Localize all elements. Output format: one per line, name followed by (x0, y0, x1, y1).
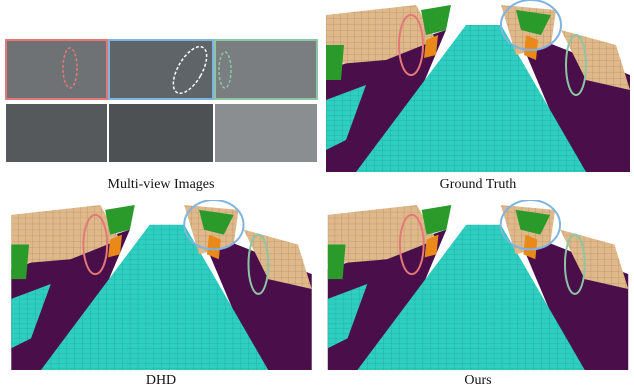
camera-back-left (6, 104, 107, 162)
dhd-image (11, 200, 311, 370)
camera-back-right (215, 104, 317, 162)
ours-image (328, 200, 628, 370)
caption: Ground Truth (440, 177, 517, 192)
caption: DHD (146, 373, 176, 388)
page: Multi-view Images Ground Truth DHD Ours … (0, 0, 634, 391)
caption: Multi-view Images (108, 177, 215, 192)
camera-front-left (6, 40, 107, 99)
camera-front (109, 40, 213, 99)
camera-front-right (215, 40, 317, 99)
figure: Multi-view Images Ground Truth DHD Ours (0, 0, 634, 391)
ground-truth-image (326, 0, 630, 172)
multi-view-images (6, 40, 317, 162)
camera-back (109, 104, 213, 162)
caption: Ours (464, 373, 491, 388)
